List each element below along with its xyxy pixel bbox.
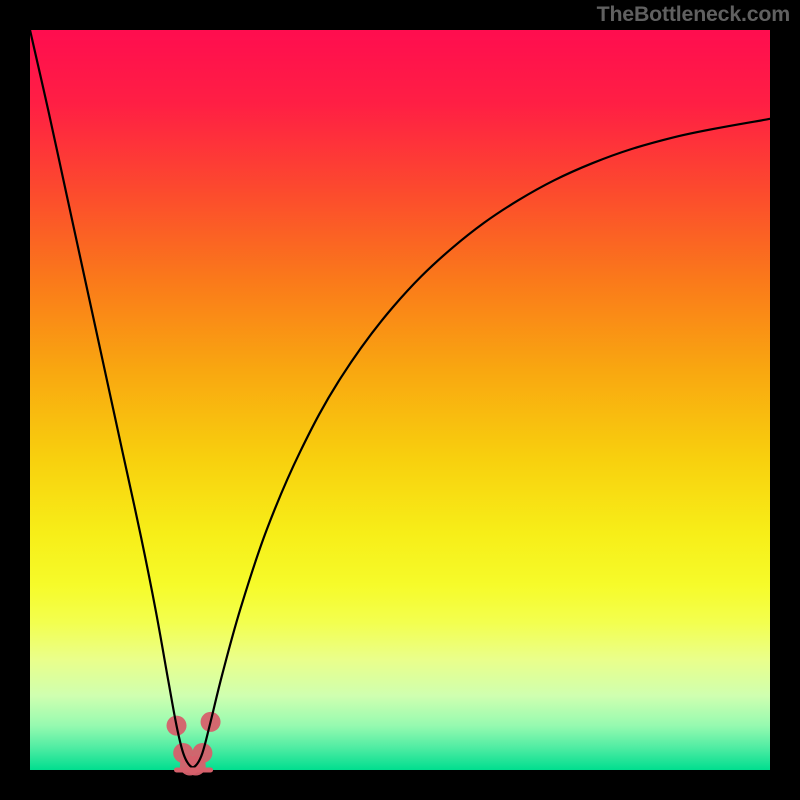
watermark-text: TheBottleneck.com (597, 2, 790, 27)
stage: TheBottleneck.com (0, 0, 800, 800)
plot-svg (0, 0, 800, 800)
